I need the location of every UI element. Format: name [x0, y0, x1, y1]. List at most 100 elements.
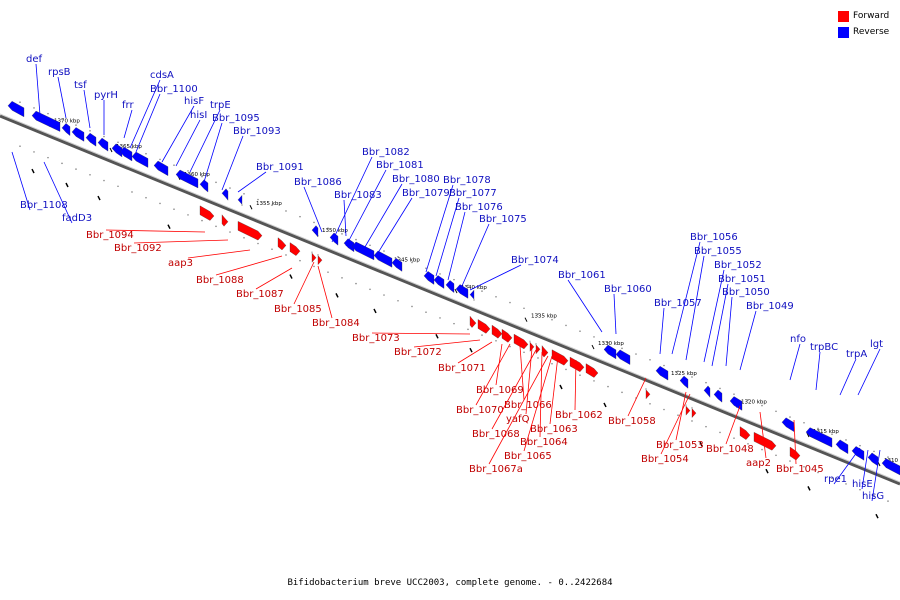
leader-line: [425, 184, 454, 273]
guide-dot: [397, 299, 399, 302]
gene-block: [469, 315, 477, 328]
gene-label-hisI: hisI: [190, 110, 207, 121]
gene-label-fadD3: fadD3: [62, 213, 92, 224]
guide-dot: [677, 370, 679, 373]
leader-line: [413, 339, 481, 348]
guide-dot: [229, 231, 231, 233]
gene-block: [455, 284, 469, 299]
guide-dot: [89, 174, 91, 176]
gene-block: [835, 439, 849, 455]
gene-label-Bbr_1061: Bbr_1061: [558, 270, 606, 281]
gene-label-Bbr_1084: Bbr_1084: [312, 318, 360, 329]
guide-dot: [663, 408, 665, 411]
leader-line: [83, 89, 91, 129]
genome-caption: Bifidobacterium breve UCC2003, complete …: [287, 578, 613, 588]
leader-line: [317, 265, 333, 319]
gene-block: [423, 271, 435, 285]
leader-line: [435, 197, 460, 277]
leader-line: [861, 449, 869, 490]
guide-dot: [411, 305, 413, 308]
gene-block: [199, 205, 215, 221]
track-marker: [167, 224, 171, 230]
gene-label-Bbr_1083: Bbr_1083: [334, 190, 382, 201]
gene-label-Bbr_1054: Bbr_1054: [641, 454, 689, 465]
guide-dot: [887, 456, 889, 458]
guide-dot: [733, 393, 735, 395]
leader-line: [660, 393, 691, 455]
guide-dot: [369, 288, 371, 291]
gene-block: [445, 280, 455, 293]
leader-line: [371, 332, 471, 335]
axis-tick-label: 1345 kbp: [394, 258, 420, 264]
gene-label-lgt: lgt: [870, 339, 883, 350]
gene-label-tsf: tsf: [74, 80, 87, 91]
gene-label-Bbr_1050: Bbr_1050: [722, 287, 770, 298]
guide-dot: [75, 168, 77, 170]
guide-dot: [369, 244, 371, 247]
axis-tick: [454, 288, 458, 294]
genome-axis: [0, 114, 900, 486]
gene-block: [703, 385, 711, 398]
gene-block: [31, 110, 61, 132]
leader-line: [789, 343, 801, 381]
axis-tick-label: 1360 kbp: [184, 172, 210, 178]
leader-line: [725, 296, 733, 367]
guide-dot: [33, 151, 35, 153]
gene-label-Bbr_1049: Bbr_1049: [746, 301, 794, 312]
guide-dot: [355, 238, 357, 241]
gene-block: [221, 188, 229, 201]
guide-dot: [775, 410, 777, 413]
guide-dot: [355, 282, 357, 285]
legend-forward: Forward: [838, 9, 889, 23]
guide-dot: [621, 347, 623, 350]
gene-block: [541, 345, 549, 358]
leader-line: [815, 351, 821, 391]
leader-line: [475, 343, 511, 406]
gene-label-Bbr_1057: Bbr_1057: [654, 298, 702, 309]
gene-block: [569, 356, 585, 372]
leader-line: [187, 249, 251, 259]
leader-line: [203, 122, 223, 183]
gene-label-Bbr_1094: Bbr_1094: [86, 230, 134, 241]
guide-dot: [691, 420, 693, 422]
leader-line: [839, 358, 857, 396]
guide-dot: [719, 431, 721, 434]
gene-label-Bbr_1091: Bbr_1091: [256, 162, 304, 173]
gene-block: [289, 242, 301, 256]
gene-block: [851, 446, 865, 461]
leader-line: [215, 255, 283, 276]
gene-block: [615, 349, 631, 365]
legend-reverse-label: Reverse: [853, 27, 890, 37]
guide-dot: [145, 152, 147, 155]
guide-dot: [47, 112, 49, 115]
gene-label-rpsB: rpsB: [48, 67, 71, 78]
leader-line: [221, 135, 244, 191]
leader-line: [11, 151, 31, 211]
axis-tick: [524, 317, 528, 322]
gene-label-Bbr_1072: Bbr_1072: [394, 347, 442, 358]
track-marker: [875, 513, 879, 519]
guide-dot: [509, 301, 511, 304]
track-marker: [289, 274, 293, 279]
guide-dot: [873, 494, 875, 497]
track-marker: [31, 168, 35, 174]
guide-dot: [579, 374, 581, 376]
guide-dot: [663, 364, 665, 367]
gene-label-Bbr_1071: Bbr_1071: [438, 363, 486, 374]
leader-line: [549, 355, 559, 425]
track-marker: [435, 333, 439, 339]
leader-line: [519, 345, 525, 401]
gene-block: [729, 396, 743, 411]
axis-tick: [109, 147, 113, 153]
leader-line: [627, 377, 647, 417]
gene-label-Bbr_1070: Bbr_1070: [456, 405, 504, 416]
gene-block: [713, 389, 723, 403]
gene-block: [317, 254, 323, 266]
guide-dot: [61, 162, 63, 165]
leader-line: [759, 411, 767, 459]
track-marker: [699, 441, 703, 447]
gene-block: [781, 417, 795, 432]
leader-line: [659, 307, 665, 355]
gene-label-Bbr_1048: Bbr_1048: [706, 444, 754, 455]
